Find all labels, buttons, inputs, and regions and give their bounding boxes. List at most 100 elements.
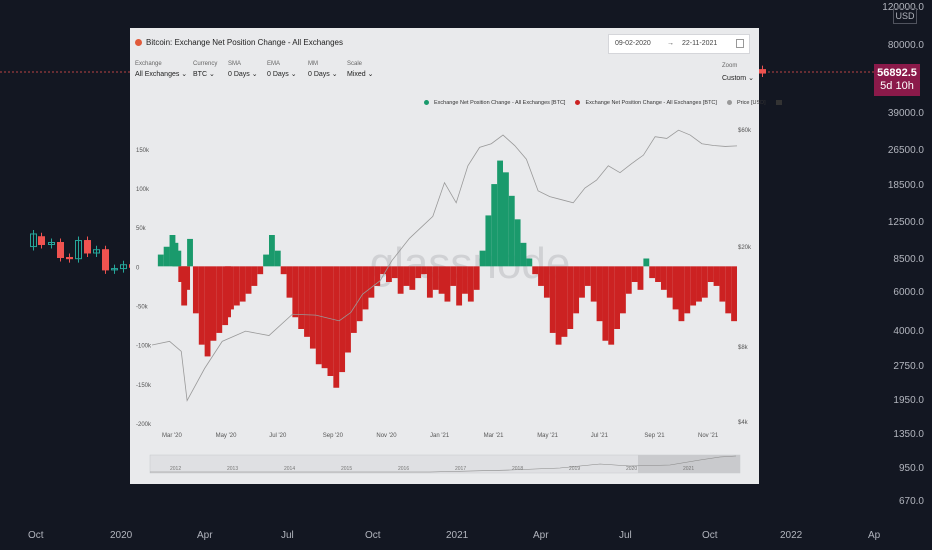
net-position-bar — [438, 266, 445, 294]
filter-mm[interactable]: MM 0 Days ⌄ — [308, 61, 338, 78]
net-position-bar — [356, 266, 363, 322]
time-axis-label: 2022 — [780, 530, 803, 541]
date-from[interactable]: 09-02-2020 — [615, 40, 651, 47]
net-position-bar — [503, 172, 509, 267]
camera-icon[interactable] — [775, 100, 782, 106]
price-axis-label: 26500.0 — [887, 145, 924, 156]
net-position-bar — [462, 266, 468, 294]
net-position-bar — [333, 266, 340, 388]
net-position-bar — [479, 250, 486, 267]
candle — [120, 260, 127, 273]
net-position-bar — [426, 266, 433, 298]
net-position-bar — [573, 266, 580, 314]
net-position-bar — [701, 266, 708, 298]
net-position-bar — [579, 266, 585, 298]
price-axis-label: 4000.0 — [893, 326, 924, 337]
net-position-bar — [228, 266, 234, 310]
navigator-year: 2015 — [341, 466, 352, 472]
net-position-bar — [380, 266, 386, 275]
x-axis-tick: Sep '21 — [644, 433, 665, 439]
net-position-bar — [280, 266, 287, 275]
price-axis-label: 80000.0 — [887, 40, 924, 51]
candle — [93, 245, 100, 257]
legend-dot-icon — [575, 100, 581, 106]
filter-ema[interactable]: EMA 0 Days ⌄ — [267, 61, 297, 78]
legend-entry[interactable]: Price [USD] — [726, 100, 771, 106]
filter-currency[interactable]: Currency BTC ⌄ — [193, 61, 217, 78]
net-position-bar — [731, 266, 737, 322]
price-axis-label: 120000.0 — [882, 2, 924, 13]
price-axis-label: 18500.0 — [887, 180, 924, 191]
x-axis-tick: May '21 — [537, 433, 558, 439]
time-axis-label: Ap — [868, 530, 881, 541]
filter-sma[interactable]: SMA 0 Days ⌄ — [228, 61, 258, 78]
net-position-bar — [403, 266, 410, 286]
net-position-bar — [350, 266, 357, 333]
net-position-bar — [520, 242, 527, 267]
net-position-bar — [620, 266, 626, 314]
panel-title: Bitcoin: Exchange Net Position Change - … — [146, 38, 344, 47]
legend-label: Price [USD] — [736, 100, 766, 106]
left-axis-tick: 50k — [136, 226, 147, 232]
navigator-year: 2018 — [512, 466, 523, 472]
net-position-bar — [660, 266, 667, 290]
x-axis-tick: Nov '20 — [376, 433, 397, 439]
bar-countdown: 5d 10h — [880, 80, 914, 92]
left-axis-tick: 0 — [136, 265, 140, 271]
net-position-bar — [456, 266, 463, 306]
currency-badge[interactable]: USD — [893, 8, 917, 24]
navigator-year: 2017 — [455, 466, 466, 472]
candle — [38, 232, 45, 249]
legend-label: Exchange Net Position Change - All Excha… — [434, 100, 566, 106]
legend-dot-icon — [424, 100, 429, 106]
net-position-bar — [485, 215, 492, 267]
net-position-bar — [187, 238, 193, 267]
candle — [57, 238, 64, 262]
filter-label: SMA — [228, 61, 242, 67]
last-price-value: 56892.5 — [877, 67, 917, 79]
net-position-bar — [257, 266, 264, 275]
legend-entry[interactable]: Exchange Net Position Change - All Excha… — [424, 100, 570, 106]
date-to[interactable]: 22-11-2021 — [682, 40, 718, 47]
filter-label: EMA — [267, 61, 281, 67]
price-axis-label: 6000.0 — [893, 287, 924, 298]
legend-entry[interactable]: Exchange Net Position Change - All Excha… — [575, 100, 721, 106]
x-axis-tick: Mar '20 — [162, 433, 182, 439]
net-position-bar — [298, 266, 305, 329]
filter-bar: Exchange All Exchanges ⌄ Currency BTC ⌄ SMA 0… — [130, 61, 759, 85]
filter-label: Scale — [347, 61, 363, 67]
date-range-picker[interactable]: 09-02-2020 → 22-11-2021 — [608, 34, 750, 54]
net-position-chart[interactable]: glassnode150k100k50k0-50k-100k-150k-200k… — [130, 28, 759, 484]
net-position-bar — [567, 266, 574, 329]
right-axis-tick: $60k — [738, 128, 752, 134]
net-position-bar — [543, 266, 550, 298]
net-position-bar — [245, 266, 252, 294]
net-position-bar — [532, 266, 539, 275]
filter-scale[interactable]: Scale Mixed ⌄ — [347, 61, 373, 78]
net-position-bar — [345, 266, 351, 353]
net-position-bar — [643, 258, 650, 267]
net-position-bar — [684, 266, 691, 314]
time-axis-label: Jul — [281, 530, 294, 541]
range-navigator[interactable]: 2012 2013 2014 2015 2016 2017 2018 2019 2020 2021 — [149, 454, 741, 474]
time-axis-label: Apr — [197, 530, 213, 541]
zoom-select[interactable]: Custom ⌄ — [722, 75, 754, 82]
net-position-bar — [444, 266, 451, 302]
net-position-bar — [508, 195, 515, 267]
calendar-icon[interactable] — [736, 39, 744, 48]
x-axis-tick: Mar '21 — [484, 433, 504, 439]
zoom-label: Zoom — [722, 63, 738, 69]
date-separator: → — [667, 40, 674, 47]
net-position-bar — [292, 266, 299, 318]
net-position-bar — [421, 266, 427, 275]
x-axis-tick: May '20 — [216, 433, 237, 439]
price-line-series — [151, 129, 738, 402]
filter-label: Currency — [193, 61, 218, 67]
net-position-bar — [719, 266, 726, 302]
net-position-bar — [666, 266, 673, 298]
navigator-year: 2020 — [626, 466, 637, 472]
filter-exchange[interactable]: Exchange All Exchanges ⌄ — [135, 61, 187, 78]
net-position-bar — [386, 266, 392, 282]
candle — [48, 238, 55, 249]
net-position-bar — [725, 266, 732, 314]
